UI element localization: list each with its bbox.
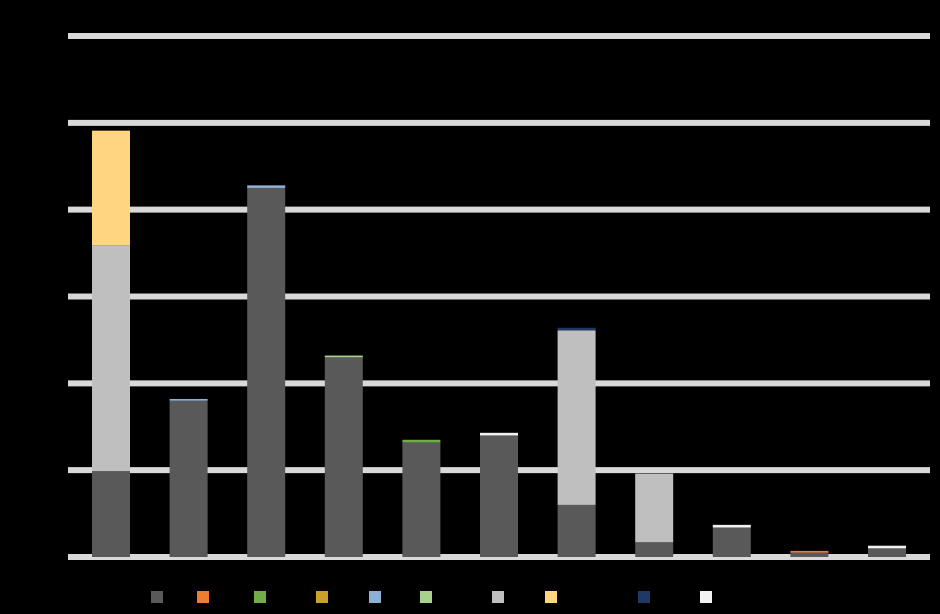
legend-swatch	[316, 591, 328, 603]
y-tick-label: 0	[53, 549, 60, 563]
bar-segment	[92, 471, 130, 557]
y-tick-label: 600	[40, 28, 60, 42]
legend-swatch	[545, 591, 557, 603]
bar-segment	[635, 473, 674, 543]
bar-segment	[868, 545, 906, 549]
legend-swatch	[197, 591, 209, 603]
bar-segment	[557, 327, 596, 331]
bar-segment	[324, 355, 363, 358]
bar-segment	[790, 550, 829, 553]
y-tick-label: 400	[40, 202, 60, 216]
y-tick-label: 200	[40, 376, 60, 390]
legend-swatch	[369, 591, 381, 603]
legend-swatch	[638, 591, 650, 603]
y-tick-label: 100	[40, 462, 60, 476]
bar-segment	[557, 330, 596, 505]
bar-segment	[169, 398, 208, 401]
bar-segment	[480, 432, 518, 436]
legend-swatch	[492, 591, 504, 603]
legend-swatch	[420, 591, 432, 603]
bar-segment	[402, 442, 441, 557]
bar-segment	[557, 504, 596, 557]
bar-segment	[92, 130, 130, 246]
legend-swatch	[151, 591, 163, 603]
y-tick-label: 500	[40, 115, 60, 129]
bar-segment	[402, 439, 441, 443]
bar-segment	[868, 548, 906, 557]
y-tick-label: 300	[40, 289, 60, 303]
bar-segment	[247, 187, 286, 558]
bar-segment	[324, 357, 363, 557]
bar-segment	[247, 185, 286, 188]
bar-segment	[92, 245, 130, 472]
legend-swatch	[254, 591, 266, 603]
legend-swatch	[700, 591, 712, 603]
bar-segment	[635, 542, 674, 557]
bar-segment	[480, 435, 518, 557]
bar-segment	[712, 524, 751, 528]
bar-segment	[712, 527, 751, 557]
bar-segment	[169, 400, 208, 557]
bar-segment	[790, 552, 829, 557]
